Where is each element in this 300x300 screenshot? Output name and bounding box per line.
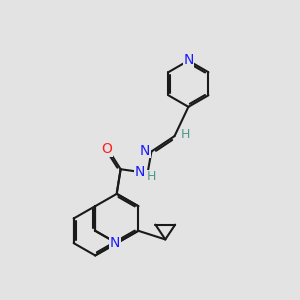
Text: H: H (147, 170, 156, 183)
Text: N: N (135, 165, 145, 179)
Text: H: H (181, 128, 190, 141)
Text: O: O (101, 142, 112, 156)
Text: N: N (110, 236, 120, 250)
Text: N: N (183, 53, 194, 67)
Text: N: N (140, 144, 151, 158)
